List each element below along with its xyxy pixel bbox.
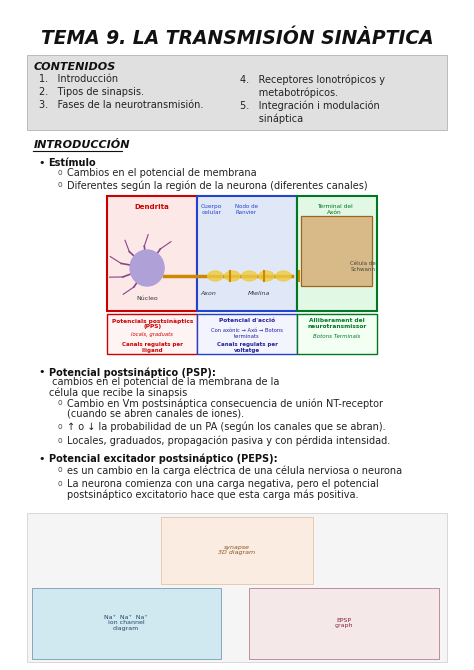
Text: Cambio en Vm postsináptica consecuencia de unión NT-receptor: Cambio en Vm postsináptica consecuencia … [67,398,383,409]
Text: Axon: Axon [201,291,217,296]
Text: postsináptico excitatorio hace que esta carga más positiva.: postsináptico excitatorio hace que esta … [67,489,358,500]
Ellipse shape [242,271,257,281]
Text: locals, graduats: locals, graduats [131,332,173,337]
Text: Alliberament del
neurotransmissor: Alliberament del neurotransmissor [307,318,366,329]
Text: o: o [57,398,62,407]
FancyBboxPatch shape [32,588,221,659]
Text: Cambios en el potencial de membrana: Cambios en el potencial de membrana [67,168,256,178]
FancyBboxPatch shape [297,196,377,311]
Text: EPSP
graph: EPSP graph [335,618,353,628]
Text: :: : [80,158,83,168]
Text: sináptica: sináptica [240,113,303,123]
Text: Célula de
Schwann: Célula de Schwann [350,261,376,272]
Text: 4.   Receptores Ionotrópicos y: 4. Receptores Ionotrópicos y [240,74,385,84]
Text: Terminal del
Axón: Terminal del Axón [317,204,352,215]
Text: Dendrita: Dendrita [135,204,169,210]
FancyBboxPatch shape [27,513,447,662]
Text: •: • [38,158,45,168]
Ellipse shape [276,271,291,281]
Text: Mielina: Mielina [247,291,270,296]
Text: o: o [57,422,62,431]
FancyBboxPatch shape [197,314,297,354]
Text: Potencial postsináptico (PSP):: Potencial postsináptico (PSP): [49,367,216,377]
Text: célula que recibe la sinapsis: célula que recibe la sinapsis [49,387,187,397]
Text: 5.   Integración i modulación: 5. Integración i modulación [240,100,380,111]
Text: Potencial excitador postsináptico (PEPS):: Potencial excitador postsináptico (PEPS)… [49,454,277,464]
Text: INTRODUCCIÓN: INTRODUCCIÓN [34,140,130,150]
Text: 1.   Introducción: 1. Introducción [39,74,118,84]
FancyBboxPatch shape [161,517,313,584]
Text: Diferentes según la región de la neurona (diferentes canales): Diferentes según la región de la neurona… [67,180,367,190]
Text: TEMA 9. LA TRANSMISIÓN SINÀPTICA: TEMA 9. LA TRANSMISIÓN SINÀPTICA [41,29,433,48]
Text: •: • [38,367,45,377]
FancyBboxPatch shape [107,196,197,311]
Text: cambios en el potencial de la membrana de la: cambios en el potencial de la membrana d… [49,377,279,387]
Text: o: o [57,479,62,488]
FancyBboxPatch shape [297,314,377,354]
FancyBboxPatch shape [107,196,377,355]
Text: Cuerpo
celular: Cuerpo celular [201,204,222,215]
Text: La neurona comienza con una carga negativa, pero el potencial: La neurona comienza con una carga negati… [67,479,378,489]
Text: (cuando se abren canales de iones).: (cuando se abren canales de iones). [67,408,244,418]
FancyBboxPatch shape [197,196,297,311]
Text: Canals regulats per
lligand: Canals regulats per lligand [122,342,182,353]
Ellipse shape [259,271,274,281]
Text: metabotrópicos.: metabotrópicos. [240,87,338,98]
Text: •: • [38,454,45,464]
Text: Potencials postsinàptics
(PPS): Potencials postsinàptics (PPS) [111,318,193,329]
Text: Estímulo: Estímulo [49,158,96,168]
Text: Nodo de
Ranvier: Nodo de Ranvier [235,204,258,215]
Text: 2.   Tipos de sinapsis.: 2. Tipos de sinapsis. [39,87,144,97]
Text: 3.   Fases de la neurotransmisión.: 3. Fases de la neurotransmisión. [39,100,203,110]
Text: Botons Terminals: Botons Terminals [313,334,361,339]
Text: o: o [57,436,62,445]
Ellipse shape [225,271,240,281]
Text: Canals regulats per
voltatge: Canals regulats per voltatge [217,342,277,353]
Text: o: o [57,180,62,189]
FancyBboxPatch shape [249,588,438,659]
Polygon shape [301,216,373,286]
Text: Locales, graduados, propagación pasiva y con pérdida intensidad.: Locales, graduados, propagación pasiva y… [67,436,390,446]
Text: Na⁺  Na⁺  Na⁺
ion channel
diagram: Na⁺ Na⁺ Na⁺ ion channel diagram [104,614,148,631]
FancyBboxPatch shape [27,55,447,130]
Circle shape [130,250,164,286]
Text: o: o [57,465,62,474]
FancyBboxPatch shape [107,314,197,354]
Text: synapse
3D diagram: synapse 3D diagram [219,545,255,555]
Text: es un cambio en la carga eléctrica de una célula nerviosa o neurona: es un cambio en la carga eléctrica de un… [67,465,402,476]
Text: CONTENIDOS: CONTENIDOS [34,62,116,72]
Text: o: o [57,168,62,177]
Ellipse shape [208,271,223,281]
Text: Con axònic → Axó → Botons
terminats: Con axònic → Axó → Botons terminats [211,328,283,339]
Text: Potencial d'acció: Potencial d'acció [219,318,275,323]
Text: Núcleo: Núcleo [136,296,158,301]
Text: ↑ o ↓ la probabilidad de un PA (según los canales que se abran).: ↑ o ↓ la probabilidad de un PA (según lo… [67,422,385,433]
